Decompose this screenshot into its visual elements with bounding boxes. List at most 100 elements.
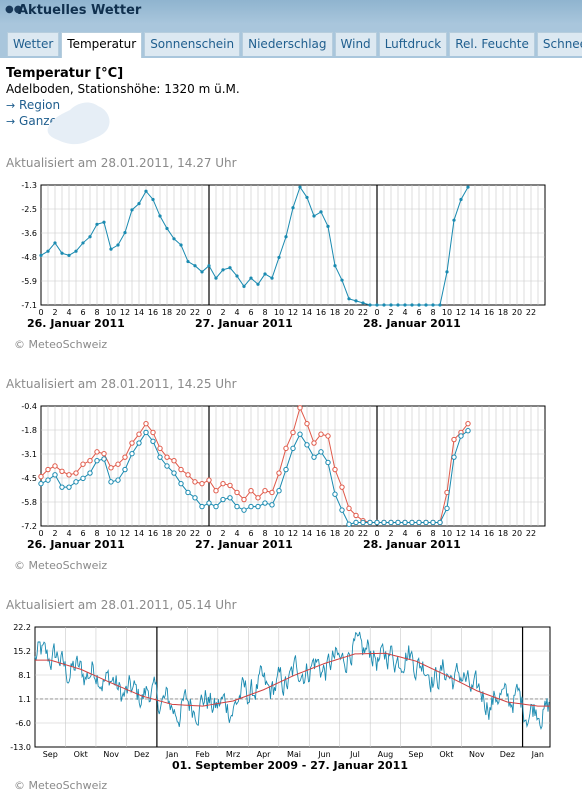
data-point <box>214 276 218 280</box>
data-point <box>242 284 246 288</box>
copyright-2: © MeteoSchweiz <box>14 559 108 572</box>
hour-tick-label: 22 <box>526 308 536 317</box>
data-point <box>109 247 113 251</box>
data-point <box>143 420 149 427</box>
hour-tick-label: 14 <box>134 529 144 538</box>
tab-rel-feuchte[interactable]: Rel. Feuchte <box>449 32 535 56</box>
data-point <box>101 450 107 457</box>
data-point <box>347 297 351 301</box>
data-point <box>95 222 99 226</box>
page-title: Aktuelles Wetter <box>18 3 142 18</box>
data-point <box>123 230 127 235</box>
tab-temperatur[interactable]: Temperatur <box>61 32 143 58</box>
data-point <box>354 299 358 303</box>
data-point <box>304 420 310 427</box>
data-point <box>298 185 302 189</box>
data-point <box>423 519 429 526</box>
station-label: Adelboden, Stationshöhe: 1320 m ü.M. <box>6 82 240 96</box>
hour-tick-label: 4 <box>66 529 71 538</box>
hour-tick-label: 18 <box>498 529 508 538</box>
data-point <box>116 243 120 247</box>
data-point <box>276 488 282 494</box>
month-tick-label: Jun <box>317 750 331 759</box>
arrow-right-icon: → <box>6 99 16 112</box>
data-point <box>311 454 317 460</box>
region-link[interactable]: → Region <box>6 98 61 112</box>
data-point <box>431 303 435 307</box>
data-point <box>158 214 162 218</box>
tab-wetter[interactable]: Wetter <box>7 32 60 56</box>
data-point <box>402 519 408 526</box>
chart2-temperature-2series: -0.4-1.8-3.1-4.5-5.8-7.20 2 4 6 8 10 12 14 16 18 2… <box>21 402 546 551</box>
data-point <box>270 276 274 280</box>
hour-tick-label: 16 <box>148 308 158 317</box>
data-point <box>451 454 457 460</box>
data-point <box>73 479 79 485</box>
hour-tick-label: 22 <box>526 529 536 538</box>
y-tick-label: -4.5 <box>21 474 37 483</box>
y-tick-label: -2.5 <box>21 205 37 214</box>
tab-schnee[interactable]: Schnee <box>536 32 582 56</box>
hour-tick-label: 8 <box>430 529 435 538</box>
hour-tick-label: 8 <box>262 308 267 317</box>
bullet-icon: ●● <box>5 4 23 15</box>
data-point <box>52 472 58 478</box>
data-point <box>115 477 121 483</box>
data-point <box>179 243 183 247</box>
hour-tick-label: 22 <box>358 308 368 317</box>
hour-tick-label: 0 <box>38 529 43 538</box>
hour-tick-label: 18 <box>330 308 340 317</box>
tab-sonnenschein[interactable]: Sonnenschein <box>144 32 241 56</box>
tab-luftdruck[interactable]: Luftdruck <box>378 32 448 56</box>
data-point <box>108 465 114 471</box>
data-point <box>262 488 268 494</box>
data-point <box>361 301 365 305</box>
tab-wind[interactable]: Wind <box>334 32 377 56</box>
data-point <box>396 303 400 307</box>
hour-tick-label: 18 <box>330 529 340 538</box>
data-point <box>277 255 281 260</box>
hour-tick-label: 12 <box>456 529 466 538</box>
y-tick-label: -7.1 <box>21 301 37 310</box>
switzerland-map-icon <box>47 102 110 145</box>
tab-niederschlag[interactable]: Niederschlag <box>242 32 333 56</box>
data-point <box>333 264 337 268</box>
data-point <box>269 489 275 496</box>
data-point <box>143 429 149 436</box>
hour-tick-label: 8 <box>430 308 435 317</box>
data-point <box>144 189 148 193</box>
daily-temperature-line <box>34 631 550 731</box>
data-point <box>172 237 176 241</box>
data-point <box>227 482 233 489</box>
data-point <box>290 429 296 436</box>
data-point <box>459 197 463 202</box>
data-point <box>332 466 338 473</box>
data-point <box>284 235 288 239</box>
page-header: ●● Aktuelles Wetter <box>0 0 582 24</box>
tab-list: Wetter Temperatur Sonnenschein Niederschlag… <box>7 32 582 58</box>
data-point <box>206 500 212 506</box>
data-point <box>430 519 436 526</box>
data-point <box>221 268 225 272</box>
data-point <box>248 503 254 510</box>
plot-area <box>34 626 551 748</box>
data-point <box>353 512 359 519</box>
y-tick-label: -3.6 <box>21 229 37 238</box>
data-point <box>367 519 373 526</box>
y-tick-label: -13.0 <box>10 743 31 752</box>
hour-tick-label: 20 <box>176 529 186 538</box>
data-point <box>458 433 464 439</box>
data-point <box>207 264 211 268</box>
data-point <box>81 241 85 245</box>
data-point <box>164 454 170 460</box>
data-point <box>227 495 233 501</box>
chart3-temperature-period: 22.2 15.2 8.1 1.1 -6.0 -13.0 Sep Okt Nov Dez Jan Fe… <box>10 623 551 772</box>
day-label: 28. Januar 2011 <box>363 317 461 330</box>
data-point <box>213 488 219 494</box>
arrow-right-icon: → <box>6 115 16 128</box>
data-point <box>410 303 414 307</box>
data-point <box>66 472 72 478</box>
data-point <box>256 282 260 286</box>
data-point <box>235 274 239 278</box>
y-tick-label: 15.2 <box>13 647 31 656</box>
